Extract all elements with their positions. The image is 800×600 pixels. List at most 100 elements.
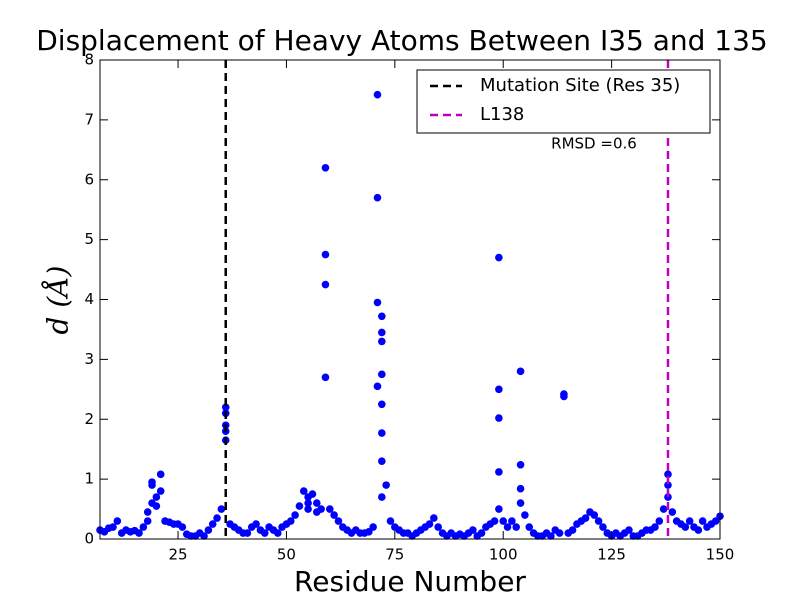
data-point — [321, 163, 330, 172]
data-point — [152, 502, 161, 510]
data-point — [334, 517, 343, 525]
y-tick-label: 2 — [84, 410, 94, 428]
data-point — [156, 470, 165, 479]
data-point — [378, 337, 386, 346]
data-point — [516, 484, 525, 493]
x-tick-label: 75 — [385, 546, 404, 564]
data-point — [378, 400, 386, 409]
data-point — [581, 514, 590, 522]
chart-title: Displacement of Heavy Atoms Between I35 … — [36, 24, 768, 57]
data-point — [698, 517, 707, 525]
data-point — [664, 493, 672, 501]
data-point — [260, 529, 269, 537]
data-point — [373, 298, 382, 307]
y-tick-label: 6 — [84, 170, 94, 188]
data-point — [664, 470, 672, 479]
data-point — [273, 529, 282, 537]
data-point — [568, 526, 577, 534]
data-point — [625, 526, 633, 534]
data-point — [516, 460, 525, 469]
x-tick-label: 25 — [168, 546, 187, 564]
data-point — [308, 490, 317, 498]
data-point — [434, 523, 442, 531]
data-point — [330, 511, 338, 519]
data-point — [382, 481, 390, 489]
data-point — [200, 532, 208, 540]
data-point — [499, 517, 508, 525]
data-point — [525, 523, 534, 531]
data-point — [594, 517, 603, 525]
data-point — [373, 193, 382, 202]
data-point — [143, 517, 152, 525]
data-point — [373, 382, 382, 391]
data-point — [286, 517, 295, 525]
data-point — [221, 403, 230, 412]
data-point — [378, 328, 386, 337]
y-tick-label: 7 — [84, 110, 94, 128]
x-axis-label: Residue Number — [294, 565, 526, 598]
data-point — [560, 392, 568, 401]
data-point — [495, 468, 503, 476]
legend-label: Mutation Site (Res 35) — [480, 75, 680, 96]
data-point — [668, 508, 677, 516]
data-point — [516, 367, 525, 376]
data-point — [490, 517, 499, 525]
y-tick-label: 8 — [84, 51, 94, 69]
data-point — [425, 520, 434, 528]
data-point — [555, 529, 564, 537]
data-point — [651, 523, 659, 531]
data-point — [252, 520, 260, 528]
data-point — [299, 487, 308, 495]
data-point — [378, 429, 386, 437]
data-point — [495, 505, 503, 513]
data-point — [521, 511, 529, 519]
data-point — [304, 499, 312, 507]
y-tick-label: 4 — [84, 290, 94, 308]
data-point — [386, 517, 395, 525]
data-point — [547, 532, 555, 540]
data-point — [109, 523, 117, 531]
data-point — [659, 505, 668, 513]
data-point — [469, 526, 477, 534]
y-tick-label: 5 — [84, 230, 94, 248]
annotation: RMSD =0.6 — [551, 135, 637, 153]
y-tick-label: 1 — [84, 470, 94, 488]
legend-box — [416, 69, 711, 134]
data-point — [378, 493, 386, 501]
data-point — [477, 529, 486, 537]
x-tick-label: 100 — [489, 546, 518, 564]
data-point — [378, 457, 386, 465]
data-point — [512, 523, 521, 531]
data-point — [148, 478, 156, 486]
data-point — [295, 502, 304, 510]
data-point — [430, 514, 438, 522]
data-point — [508, 517, 516, 525]
data-point — [217, 505, 226, 513]
data-point — [664, 481, 672, 489]
data-point — [178, 523, 187, 531]
y-tick-label: 3 — [84, 350, 94, 368]
data-point — [208, 520, 217, 528]
data-point — [139, 523, 148, 531]
data-point — [325, 505, 334, 513]
data-point — [321, 280, 330, 289]
data-point — [599, 523, 607, 531]
data-point — [516, 499, 525, 507]
x-tick-label: 150 — [706, 546, 735, 564]
data-point — [304, 505, 312, 513]
data-point — [503, 523, 512, 531]
data-point — [312, 499, 321, 507]
data-point — [495, 253, 503, 262]
y-tick-label: 0 — [84, 530, 94, 548]
data-point — [590, 511, 599, 519]
data-point — [321, 250, 330, 259]
data-point — [495, 385, 503, 394]
data-point — [655, 517, 664, 525]
x-tick-label: 50 — [277, 546, 296, 564]
data-point — [291, 511, 299, 519]
data-point — [243, 529, 252, 537]
data-point — [143, 508, 152, 516]
data-point — [495, 414, 503, 422]
data-point — [152, 493, 161, 501]
